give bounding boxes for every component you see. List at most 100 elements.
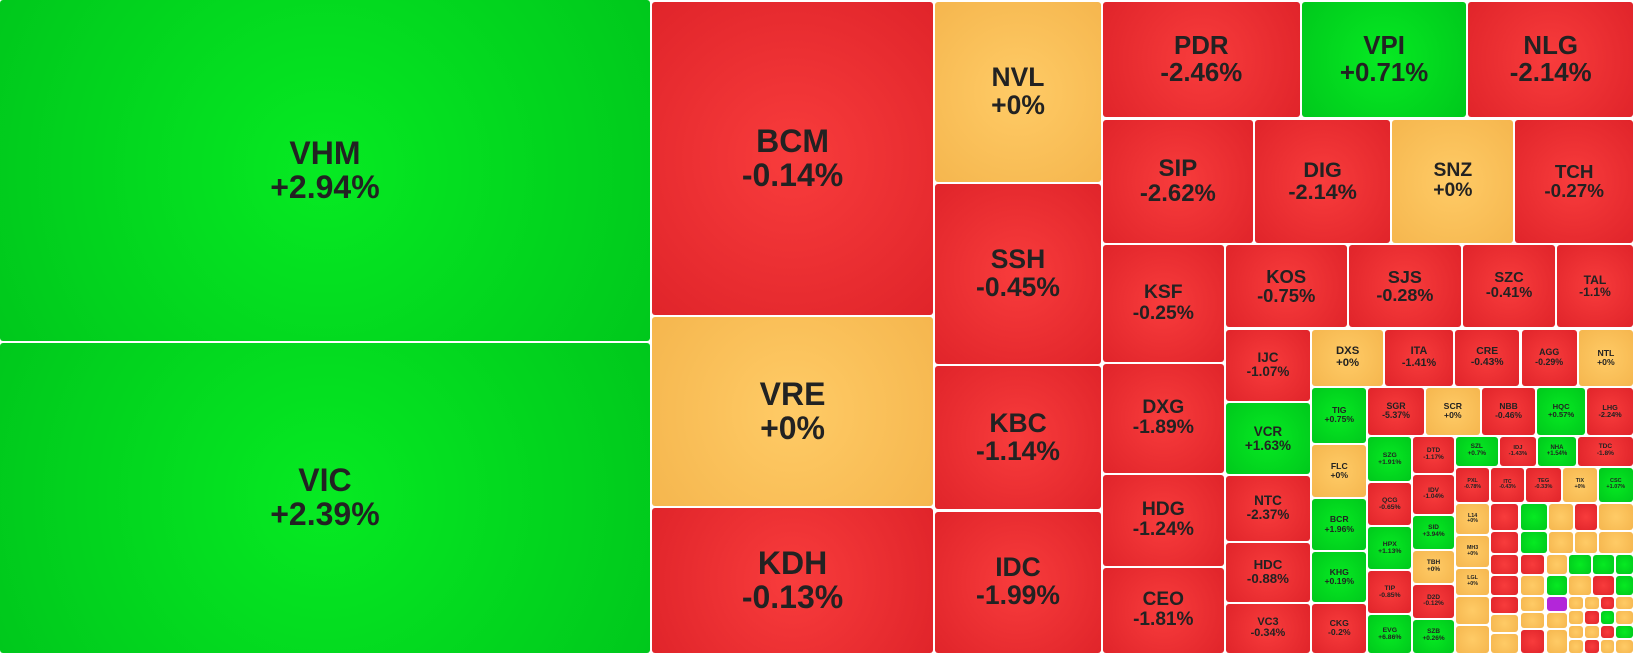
stock-tile[interactable]: HDC -0.88% [1225,542,1311,602]
small-tile[interactable] [1616,575,1633,595]
small-tile[interactable] [1616,625,1633,639]
stock-tile[interactable]: TEG -0.33% [1525,467,1562,503]
stock-tile[interactable]: MH3 +0% [1455,536,1490,567]
stock-tile[interactable]: DXG -1.89% [1102,363,1224,474]
stock-tile[interactable]: SNZ +0% [1392,119,1514,244]
small-tile[interactable] [1520,630,1545,653]
small-tile[interactable] [1569,575,1592,595]
stock-tile[interactable]: HPX +1.13% [1368,527,1412,569]
stock-tile[interactable]: ITC -0.43% [1491,467,1524,503]
small-tile[interactable] [1569,640,1583,653]
small-tile[interactable] [1520,575,1545,595]
stock-tile[interactable]: BCM -0.14% [651,2,934,316]
small-tile[interactable] [1548,532,1573,554]
small-tile[interactable] [1616,555,1633,574]
stock-tile[interactable]: L14 +0% [1455,504,1490,535]
small-tile[interactable] [1546,575,1568,595]
small-tile[interactable] [1546,596,1568,612]
stock-tile[interactable]: CSC +1.07% [1598,467,1633,503]
stock-tile[interactable]: VRE +0% [651,317,934,507]
stock-tile[interactable]: BCR +1.96% [1312,499,1367,550]
stock-tile[interactable]: EVG +6.86% [1368,615,1412,653]
stock-tile[interactable]: TIX +0% [1563,467,1597,503]
small-tile[interactable] [1520,504,1547,531]
stock-tile[interactable]: HDG -1.24% [1102,475,1224,566]
small-tile[interactable] [1585,611,1599,624]
small-tile[interactable] [1574,504,1597,531]
stock-tile[interactable]: NLG -2.14% [1468,2,1633,118]
small-tile[interactable] [1574,532,1597,554]
stock-tile[interactable]: DTD -1.17% [1413,436,1454,474]
stock-tile[interactable]: D2D -0.12% [1413,585,1454,618]
small-tile[interactable] [1546,630,1568,653]
stock-tile[interactable]: VC3 -0.34% [1225,604,1311,653]
stock-tile[interactable]: TIP -0.85% [1368,570,1412,614]
small-tile[interactable] [1491,575,1519,595]
stock-tile[interactable]: SSH -0.45% [935,184,1101,364]
stock-tile[interactable]: FLC +0% [1312,444,1367,497]
stock-tile[interactable]: IDV -1.04% [1413,475,1454,514]
small-tile[interactable] [1585,640,1599,653]
stock-tile[interactable]: IDJ -1.43% [1499,436,1537,466]
stock-tile[interactable]: HQC +0.57% [1537,387,1586,435]
small-tile[interactable] [1546,613,1568,628]
stock-tile[interactable]: NTC -2.37% [1225,476,1311,541]
stock-tile[interactable]: SZG +1.91% [1368,436,1412,482]
small-tile[interactable] [1546,555,1568,574]
small-tile[interactable] [1569,555,1592,574]
small-tile[interactable] [1569,625,1583,639]
stock-tile[interactable]: NVL +0% [935,2,1101,182]
stock-tile[interactable]: TCH -0.27% [1515,119,1633,244]
small-tile[interactable] [1520,613,1545,628]
stock-tile[interactable]: SZC -0.41% [1463,245,1555,328]
small-tile[interactable] [1548,504,1573,531]
small-tile[interactable] [1455,625,1490,653]
small-tile[interactable] [1598,532,1633,554]
stock-tile[interactable]: SIP -2.62% [1102,119,1253,244]
stock-tile[interactable]: ITA -1.41% [1385,329,1453,386]
small-tile[interactable] [1520,532,1547,554]
small-tile[interactable] [1616,640,1633,653]
stock-tile[interactable]: TIG +0.75% [1312,387,1367,443]
small-tile[interactable] [1593,575,1615,595]
stock-tile[interactable]: SGR -5.37% [1368,387,1424,435]
small-tile[interactable] [1600,640,1615,653]
small-tile[interactable] [1569,596,1583,610]
stock-tile[interactable]: KSF -0.25% [1102,245,1224,362]
small-tile[interactable] [1585,625,1599,639]
small-tile[interactable] [1598,504,1633,531]
small-tile[interactable] [1491,504,1519,531]
stock-tile[interactable]: SCR +0% [1425,387,1480,435]
stock-tile[interactable]: VHM +2.94% [0,0,650,342]
stock-tile[interactable]: LGL +0% [1455,568,1490,595]
small-tile[interactable] [1491,634,1519,653]
small-tile[interactable] [1455,596,1490,624]
stock-tile[interactable]: TDC -1.8% [1577,436,1633,466]
stock-tile[interactable]: KBC -1.14% [935,365,1101,510]
stock-tile[interactable]: LHG -2.24% [1587,387,1633,435]
stock-tile[interactable]: VCR +1.63% [1225,403,1311,475]
stock-tile[interactable]: NBB -0.46% [1481,387,1536,435]
stock-tile[interactable]: SID +3.94% [1413,515,1454,549]
stock-tile[interactable]: PDR -2.46% [1102,2,1300,118]
small-tile[interactable] [1491,615,1519,633]
small-tile[interactable] [1569,611,1583,624]
small-tile[interactable] [1491,532,1519,554]
small-tile[interactable] [1600,611,1615,624]
stock-tile[interactable]: IDC -1.99% [935,511,1101,653]
stock-tile[interactable]: SZL +0.7% [1455,436,1498,466]
small-tile[interactable] [1491,555,1519,574]
stock-tile[interactable]: VIC +2.39% [0,343,650,653]
stock-tile[interactable]: NTL +0% [1578,329,1633,386]
stock-tile[interactable]: CEO -1.81% [1102,567,1224,653]
stock-tile[interactable]: IJC -1.07% [1225,329,1311,402]
stock-tile[interactable]: TAL -1.1% [1556,245,1633,328]
stock-tile[interactable]: SZB +0.26% [1413,619,1454,653]
small-tile[interactable] [1520,555,1545,574]
stock-tile[interactable]: VPI +0.71% [1301,2,1467,118]
small-tile[interactable] [1593,555,1615,574]
stock-tile[interactable]: CRE -0.43% [1454,329,1520,386]
small-tile[interactable] [1585,596,1599,610]
stock-tile[interactable]: TBH +0% [1413,551,1454,584]
stock-tile[interactable]: SJS -0.28% [1348,245,1462,328]
